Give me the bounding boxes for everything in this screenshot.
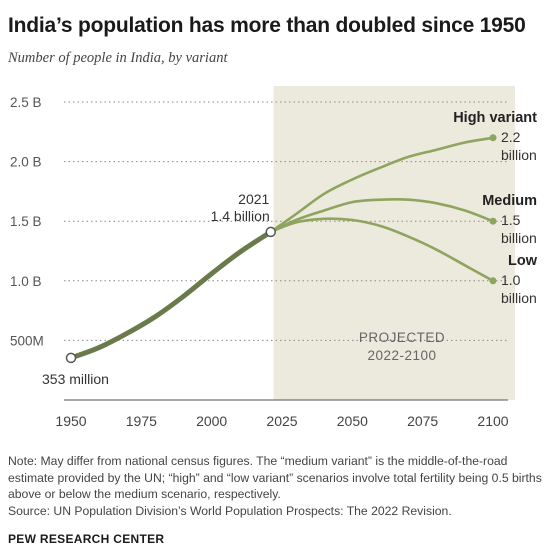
historical-series-line	[68, 229, 274, 361]
annotation-2021-value: 1.4 billion	[211, 208, 270, 224]
series-name-label: Medium	[482, 193, 537, 209]
annotation-1950: 353 million	[42, 371, 109, 387]
end-value-label: 1.5	[501, 212, 521, 228]
x-tick-label: 2050	[337, 413, 368, 429]
end-unit-label: billion	[501, 230, 537, 246]
projected-region-label-line2: 2022-2100	[367, 348, 436, 363]
annotation-marker	[265, 226, 276, 238]
note-text: Note: May differ from national census fi…	[8, 454, 542, 501]
y-axis-tick-labels: 500M 1.0 B 1.5 B 2.0 B 2.5 B	[10, 95, 44, 348]
chart-title: India’s population has more than doubled…	[8, 14, 526, 37]
x-tick-label: 1950	[55, 413, 86, 429]
end-value-label: 2.2	[501, 129, 521, 145]
projected-region-label-line1: PROJECTED	[359, 330, 445, 345]
x-tick-label: 2075	[407, 413, 438, 429]
projected-region-shading	[273, 86, 515, 400]
end-unit-label: billion	[501, 147, 537, 163]
brand-logo-text: PEW RESEARCH CENTER	[8, 532, 165, 546]
series-line-low	[269, 217, 495, 283]
endpoint-dot	[489, 277, 497, 285]
end-unit-label: billion	[501, 290, 537, 306]
series-lines	[68, 136, 495, 361]
series-name-label: High variant	[453, 110, 537, 126]
annotation-2021-year: 2021	[238, 191, 269, 207]
footnote: Note: May differ from national census fi…	[8, 453, 544, 519]
x-axis-tick-labels: 1950 1975 2000 2025 2050 2075 2100	[55, 413, 508, 429]
y-tick-label: 500M	[10, 333, 44, 348]
x-tick-label: 2025	[266, 413, 297, 429]
x-tick-label: 1975	[126, 413, 157, 429]
annotation-marker	[65, 352, 77, 364]
population-line-chart: 500M 1.0 B 1.5 B 2.0 B 2.5 B 1950 1975 2000 202…	[10, 86, 538, 429]
x-tick-label: 2000	[196, 413, 227, 429]
chart-subtitle: Number of people in India, by variant	[8, 50, 228, 66]
series-name-label: Low	[508, 253, 538, 269]
endpoint-dot	[489, 134, 497, 142]
y-tick-label: 1.5 B	[10, 214, 42, 229]
source-text: Source: UN Population Division’s World P…	[8, 503, 452, 518]
x-tick-label: 2100	[477, 413, 508, 429]
end-value-label: 1.0	[501, 272, 521, 288]
y-tick-label: 2.5 B	[10, 95, 42, 110]
series-line-medium	[269, 198, 495, 234]
y-tick-label: 1.0 B	[10, 274, 42, 289]
y-tick-label: 2.0 B	[10, 155, 42, 170]
endpoint-dot	[489, 217, 497, 225]
series-line-high-variant	[269, 136, 495, 234]
